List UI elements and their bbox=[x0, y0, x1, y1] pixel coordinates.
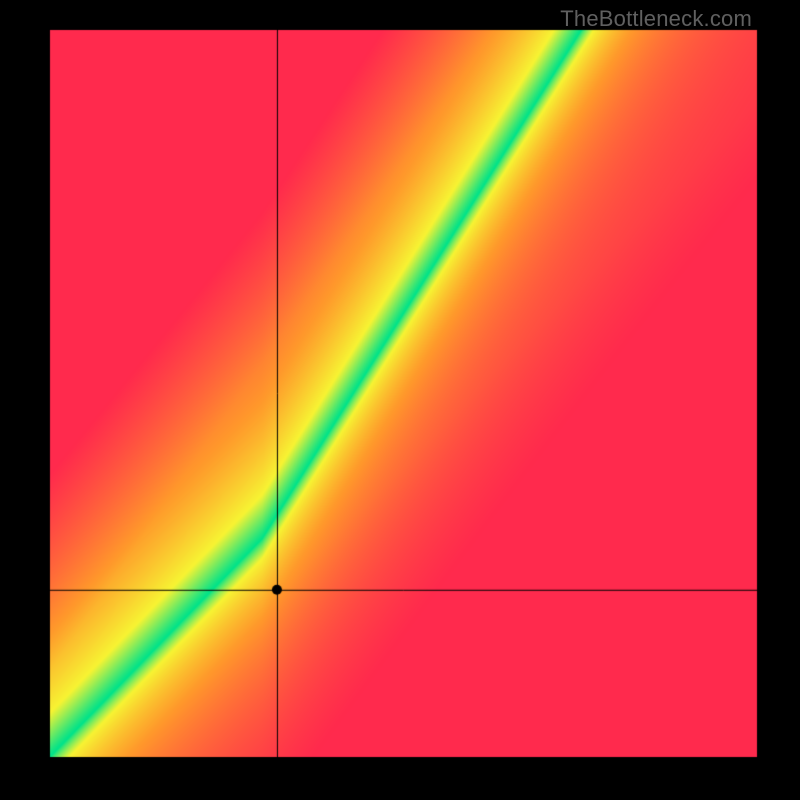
chart-container: TheBottleneck.com bbox=[0, 0, 800, 800]
watermark-text: TheBottleneck.com bbox=[560, 6, 752, 32]
bottleneck-heatmap bbox=[0, 0, 800, 800]
